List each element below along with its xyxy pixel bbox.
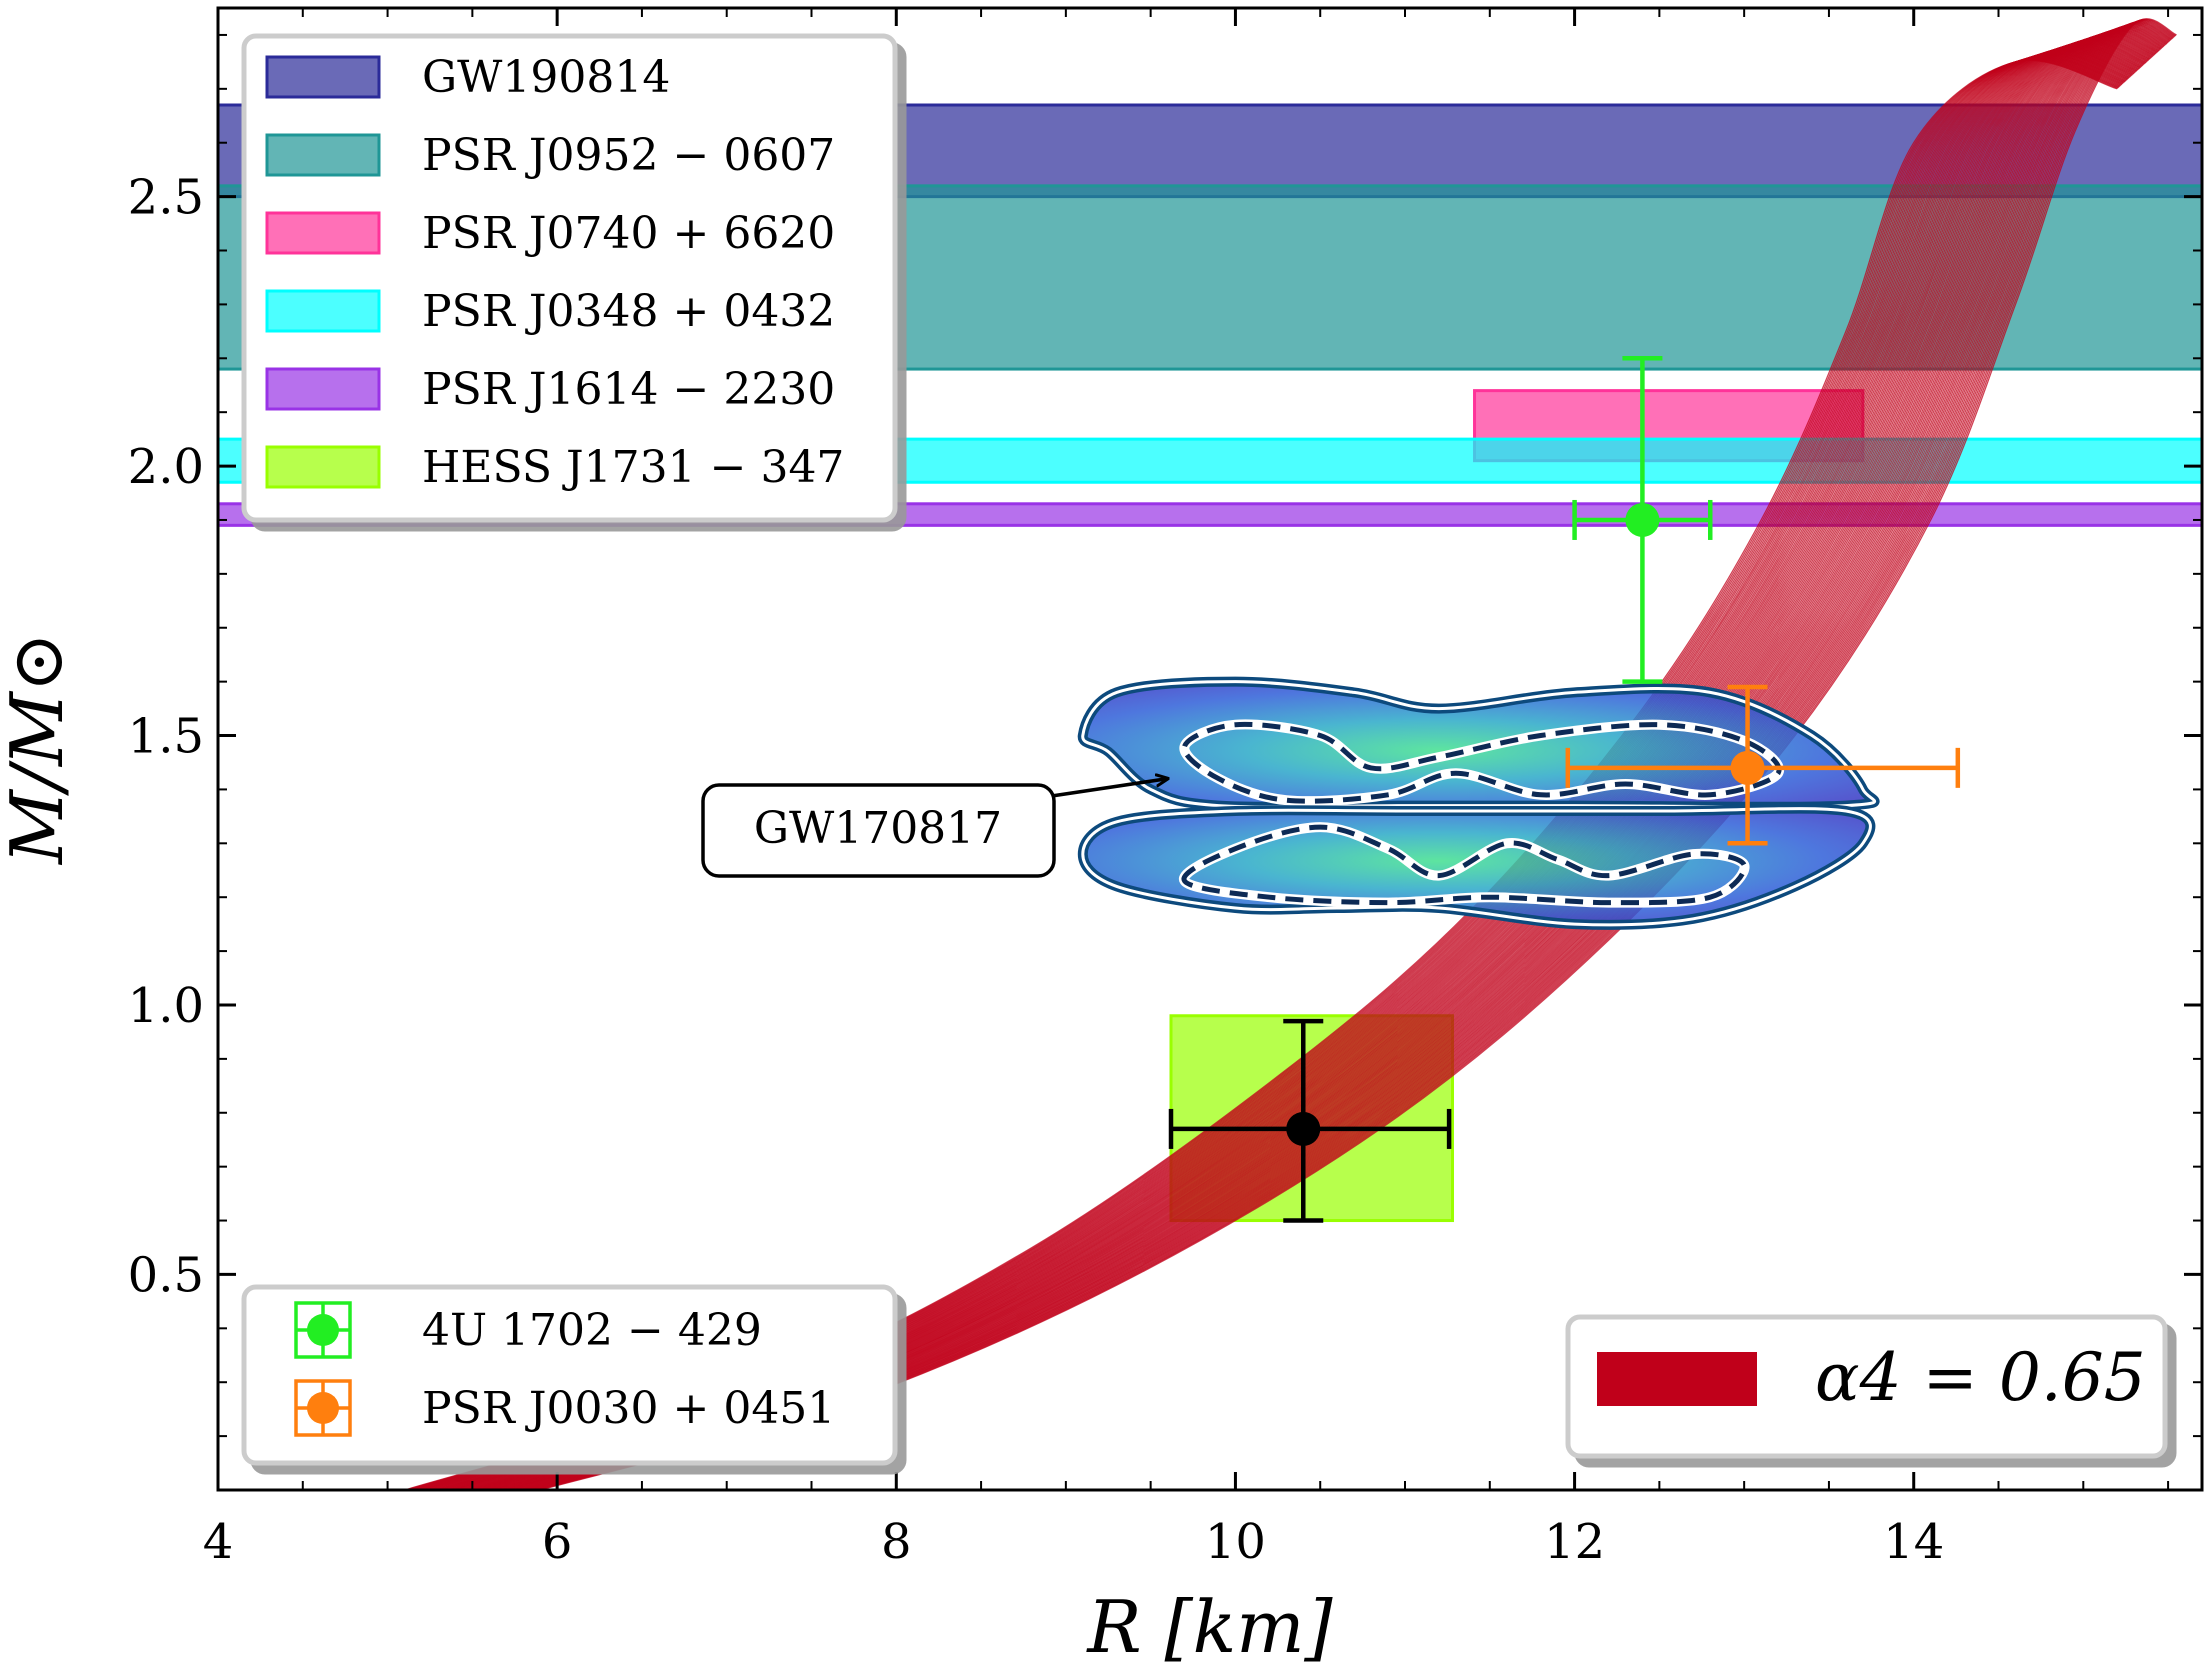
legend-label-psr-j0740-6620: PSR J0740 + 6620 — [422, 208, 835, 259]
legend-swatch-psr-j0740-6620 — [265, 211, 381, 255]
legend-label-gw190814: GW190814 — [422, 52, 670, 103]
gw170817-upper-lobe — [1077, 676, 1880, 812]
axis-ticks: 4 6 8 10 12 14 0.5 1.0 1.5 2.0 2.5 — [128, 8, 2202, 1570]
point-psr-j0030-0451 — [1565, 684, 1961, 846]
legend-marker-4u-1702-429 — [294, 1301, 352, 1359]
legend-frame — [1565, 1314, 2168, 1459]
legend-swatch-psr-j0348-0432 — [265, 289, 381, 333]
legend-marker-psr-j0030-0451 — [294, 1379, 352, 1437]
legend-label-hess-j1731-347: HESS J1731 − 347 — [422, 442, 844, 493]
x-tick-label: 4 — [203, 1514, 234, 1570]
y-tick-label: 1.0 — [128, 978, 204, 1034]
contour-inner-dashed — [1181, 824, 1747, 906]
y-tick-label: 2.0 — [128, 439, 204, 495]
legend-mass-bands: GW190814 PSR J0952 − 0607 PSR J0740 + 6620… — [241, 33, 898, 523]
annotation-box — [701, 783, 1056, 878]
legend-frame — [241, 1284, 898, 1466]
x-tick-label: 6 — [542, 1514, 573, 1570]
legend-marker-dot — [307, 1314, 339, 1346]
plot-frame — [216, 6, 2204, 1492]
annotation-label: GW170817 — [754, 803, 1002, 854]
contour-outer-edge — [1081, 680, 1876, 809]
gw170817-lower-lobe — [1077, 803, 1876, 930]
legend-label-psr-j0348-0432: PSR J0348 + 0432 — [422, 286, 835, 337]
x-tick-label: 8 — [881, 1514, 912, 1570]
legend-label-4u-1702-429: 4U 1702 − 429 — [422, 1305, 762, 1356]
x-tick-label: 12 — [1544, 1514, 1605, 1570]
x-tick-label: 14 — [1883, 1514, 1944, 1570]
point-4u-1702-429 — [1572, 356, 1713, 684]
legend-label-psr-j0952-0607: PSR J0952 − 0607 — [422, 130, 835, 181]
legend-swatch-hess-j1731-347 — [265, 445, 381, 489]
data-point — [1286, 1111, 1321, 1146]
observation-points — [1168, 356, 1961, 1223]
legend-label-psr-j0030-0451: PSR J0030 + 0451 — [422, 1383, 835, 1434]
x-tick-label: 10 — [1205, 1514, 1266, 1570]
legend-swatch-psr-j1614-2230 — [265, 367, 381, 411]
point-hess-j1731-347 — [1168, 1018, 1452, 1223]
legend-label-psr-j1614-2230: PSR J1614 − 2230 — [422, 364, 835, 415]
gw170817-annotation: GW170817 — [701, 779, 1168, 878]
x-axis-label: R [km] — [1085, 1585, 1333, 1669]
legend-label-eos: α4 = 0.65 — [1815, 1339, 2146, 1416]
legend-swatch-psr-j0952-0607 — [265, 133, 381, 177]
legend-frame — [241, 33, 898, 523]
y-tick-label: 1.5 — [128, 709, 204, 765]
legend-swatch-gw190814 — [265, 55, 381, 99]
gw170817-contours — [1077, 676, 1880, 930]
contour-outer-edge — [1081, 807, 1872, 927]
legend-marker-dot — [307, 1392, 339, 1424]
legend-points: 4U 1702 − 429 PSR J0030 + 0451 — [241, 1284, 898, 1466]
contour-inner-dashed — [1182, 721, 1782, 804]
data-point — [1625, 502, 1660, 537]
data-point — [1730, 750, 1765, 785]
legend-eos: α4 = 0.65 — [1565, 1314, 2168, 1459]
legend-swatch-eos — [1597, 1352, 1757, 1406]
y-tick-label: 2.5 — [128, 170, 204, 226]
y-axis-label: M/M⊙ — [0, 632, 79, 866]
y-tick-label: 0.5 — [128, 1247, 204, 1303]
